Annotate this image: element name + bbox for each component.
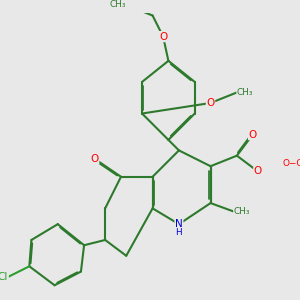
Text: CH₃: CH₃ bbox=[234, 207, 250, 216]
Text: O: O bbox=[254, 167, 262, 176]
Text: O−CH₃: O−CH₃ bbox=[282, 158, 300, 167]
Text: H: H bbox=[176, 228, 182, 237]
Text: O: O bbox=[159, 32, 167, 42]
Text: N: N bbox=[175, 219, 183, 229]
Text: CH₃: CH₃ bbox=[237, 88, 253, 97]
Text: O: O bbox=[206, 98, 215, 108]
Text: Cl: Cl bbox=[0, 272, 8, 282]
Text: O: O bbox=[91, 154, 99, 164]
Text: CH₃: CH₃ bbox=[110, 1, 126, 10]
Text: O: O bbox=[249, 130, 257, 140]
